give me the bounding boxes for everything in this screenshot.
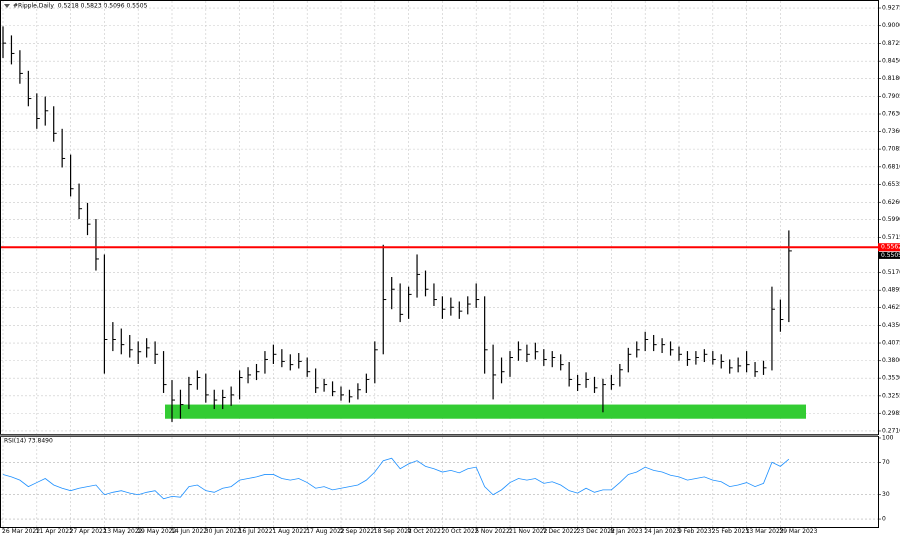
level-label-box [878,243,900,252]
x-tick-label: 29 Mar 2023 [779,528,817,535]
y-tick-label: 100 [882,434,894,441]
support-zone [165,404,806,419]
x-tick-label: 11 Apr 2022 [36,528,73,535]
y-tick-label: 0.4625 [882,304,900,311]
y-tick-label: 0.4895 [882,287,900,294]
rsi-line [2,457,790,500]
price-label: 0.5505 [881,252,900,259]
x-tick-label: 8 Jan 2023 [610,528,642,535]
y-tick-label: 0.2985 [882,410,900,417]
x-tick-label: 17 Aug 2022 [306,528,345,535]
x-tick-label: 13 Mar 2023 [746,528,784,535]
x-tick-label: 16 Jul 2022 [239,528,273,535]
y-tick-label: 0.7905 [882,93,900,100]
x-tick-label: 5 Nov 2022 [475,528,510,535]
x-tick-label: 2 Sep 2022 [340,528,374,535]
price-label-box [878,251,900,259]
y-tick-label: 0.3255 [882,392,900,399]
y-tick-label: 0.6535 [882,181,900,188]
x-tick-label: 21 Nov 2022 [509,528,548,535]
x-tick-label: 1 Aug 2022 [272,528,307,535]
y-tick-label: 0.8725 [882,40,900,47]
y-tick-label: 0.4075 [882,340,900,347]
x-tick-label: 30 Jun 2022 [205,528,241,535]
x-tick-label: 25 Feb 2023 [712,528,750,535]
x-tick-label: 4 Oct 2022 [408,528,441,535]
y-tick-label: 0.9275 [882,5,900,12]
x-tick-label: 24 Jan 2023 [644,528,680,535]
x-tick-label: 23 Dec 2022 [577,528,616,535]
x-tick-label: 14 Jun 2022 [171,528,207,535]
level-label: 0.5562 [881,244,900,251]
x-tick-label: 26 Mar 2022 [2,528,40,535]
x-tick-label: 7 Dec 2022 [543,528,578,535]
y-tick-label: 0.5715 [882,234,900,241]
x-tick-label: 20 Oct 2022 [441,528,478,535]
y-tick-label: 0.7085 [882,146,900,153]
y-tick-label: 30 [882,491,890,498]
x-tick-label: 9 Feb 2023 [678,528,712,535]
chart-title: #Ripple,Daily 0.5218 0.5823 0.5096 0.550… [13,3,148,10]
y-tick-label: 0 [882,516,886,523]
x-tick-label: 18 Sep 2022 [374,528,412,535]
y-tick-label: 70 [882,459,890,466]
x-tick-label: 29 May 2022 [137,528,176,535]
x-tick-label: 13 May 2022 [103,528,142,535]
x-tick-label: 27 Apr 2022 [70,528,107,535]
rsi-title: RSI(14) 73.8490 [4,438,53,445]
symbol-icon [4,4,10,8]
